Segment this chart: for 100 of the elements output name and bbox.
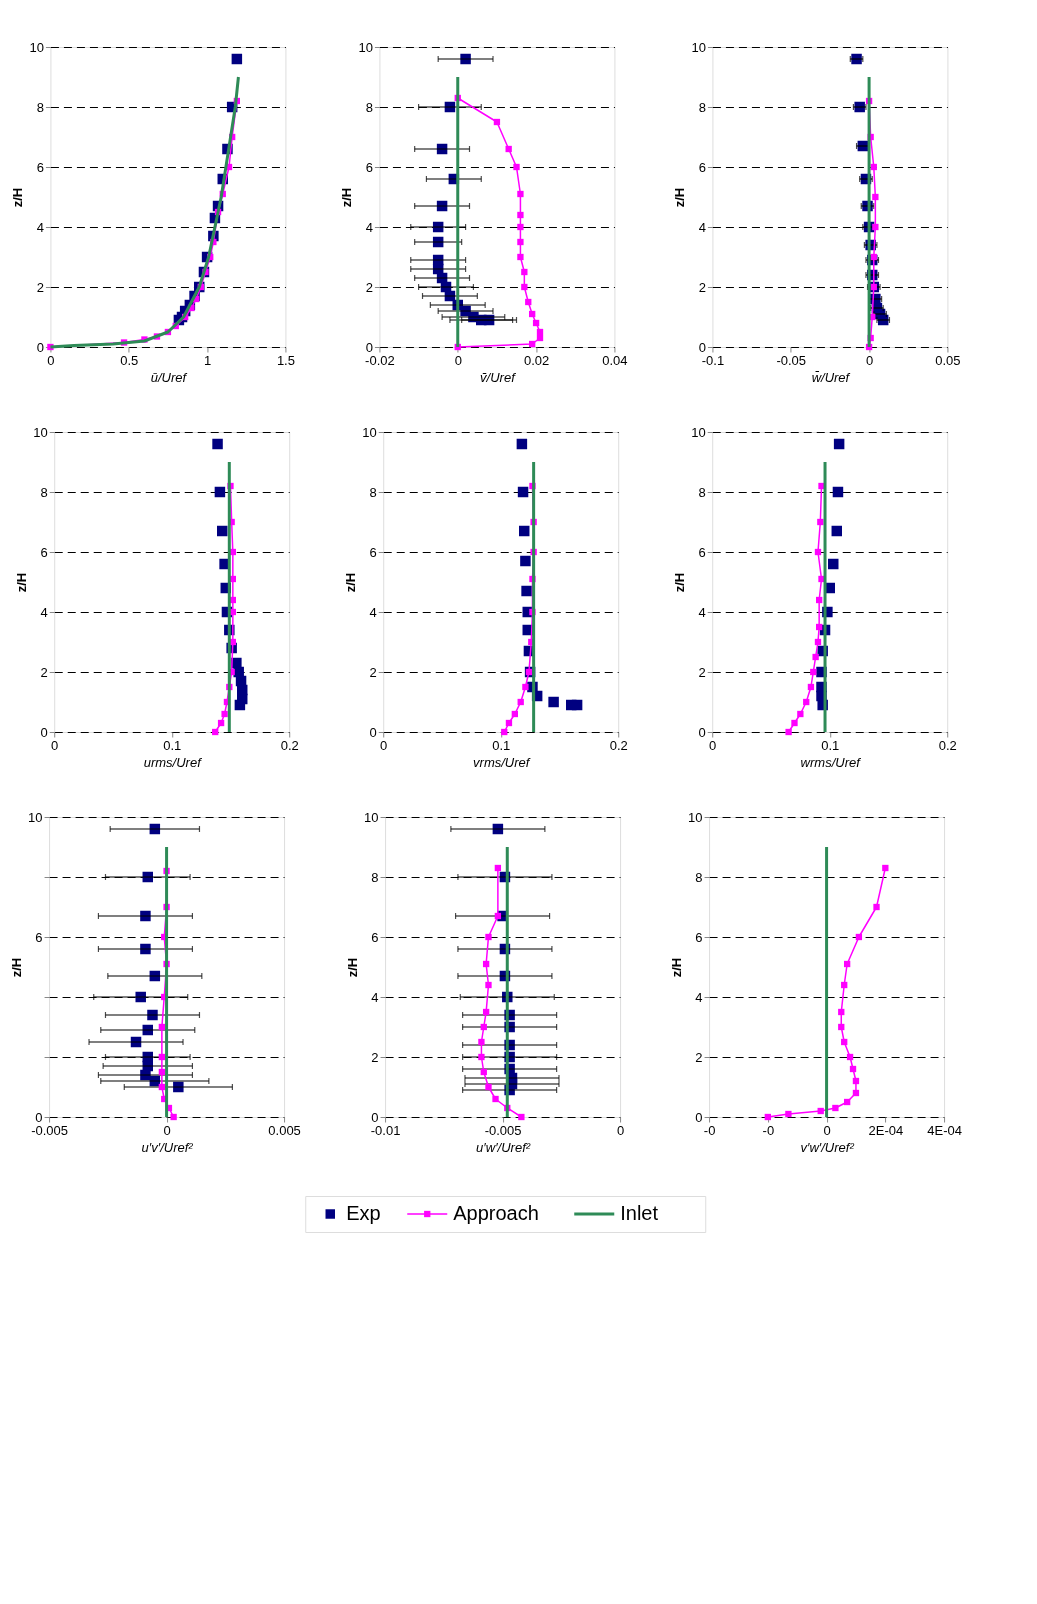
y-tick-label: 10: [364, 809, 379, 825]
y-tick-label: 2: [40, 664, 48, 680]
y-axis-title: z/H: [345, 957, 361, 978]
y-axis-title: z/H: [669, 957, 685, 978]
y-tick-label: 0: [369, 724, 377, 740]
y-tick-label: 6: [371, 929, 379, 945]
x-tick-label: 0: [51, 737, 59, 753]
x-tick-label: -0.05: [776, 352, 807, 368]
y-tick-label: 6: [40, 544, 48, 560]
x-tick-label: 0.2: [280, 737, 299, 753]
x-tick-label: 0: [865, 352, 874, 368]
x-tick-label: 0.1: [821, 737, 840, 753]
x-axis-title: vrms/Uref: [473, 754, 531, 770]
y-tick-label: 4: [365, 219, 373, 235]
x-tick-label: 0.1: [163, 737, 182, 753]
y-axis-title: z/H: [343, 572, 359, 593]
y-tick-label: 8: [365, 99, 373, 115]
y-tick-label: 4: [40, 604, 48, 620]
y-tick-label: 0: [40, 724, 48, 740]
y-tick-label: 6: [365, 159, 373, 175]
x-axis-title: v′w′/Uref²: [800, 1139, 855, 1155]
y-tick-label: 2: [36, 279, 44, 295]
y-axis-title: z/H: [14, 572, 30, 593]
y-tick-label: 0: [365, 339, 373, 355]
x-tick-label: 0.2: [938, 737, 957, 753]
x-tick-label: -0.005: [31, 1122, 69, 1138]
x-tick-label: 0.5: [120, 352, 139, 368]
x-tick-label: -0.01: [370, 1122, 401, 1138]
y-tick-label: 8: [698, 99, 706, 115]
y-tick-label: 6: [698, 159, 706, 175]
x-tick-label: -0: [762, 1122, 775, 1138]
y-axis-title: z/H: [9, 957, 25, 978]
x-tick-label: 0.1: [492, 737, 511, 753]
x-axis-title: u′v′/Uref²: [141, 1139, 194, 1155]
x-tick-label: -0.02: [365, 352, 395, 368]
y-tick-label: 2: [698, 279, 706, 295]
x-tick-label: 1: [203, 352, 212, 368]
y-tick-label: 4: [695, 989, 703, 1005]
y-axis-title: z/H: [672, 187, 688, 208]
y-tick-label: 4: [36, 219, 44, 235]
y-tick-label: 10: [33, 424, 48, 440]
y-axis-title: z/H: [672, 572, 688, 593]
y-tick-label: 4: [369, 604, 377, 620]
y-tick-label: 6: [36, 159, 44, 175]
x-tick-label: 0: [454, 352, 462, 368]
y-tick-label: 0: [371, 1109, 379, 1125]
y-axis-title: z/H: [10, 187, 26, 208]
y-tick-label: 10: [691, 424, 706, 440]
y-tick-label: 6: [369, 544, 377, 560]
y-tick-label: 8: [698, 484, 706, 500]
x-tick-label: 0: [616, 1122, 625, 1138]
x-tick-label: -0: [703, 1122, 716, 1138]
legend-label: Approach: [453, 1202, 539, 1224]
y-tick-label: 4: [698, 219, 706, 235]
legend-label: Inlet: [620, 1202, 659, 1224]
x-tick-label: 0: [823, 1122, 831, 1138]
x-tick-label: 2E-04: [868, 1122, 904, 1138]
y-tick-label: 2: [369, 664, 377, 680]
x-tick-label: 0.005: [268, 1122, 301, 1138]
y-tick-label: 0: [695, 1109, 703, 1125]
y-tick-label: 10: [29, 39, 44, 55]
y-tick-label: 8: [695, 869, 703, 885]
y-tick-label: 10: [28, 809, 43, 825]
y-tick-label: 10: [358, 39, 373, 55]
y-axis-title: z/H: [339, 187, 355, 208]
y-tick-label: 0: [698, 339, 706, 355]
y-tick-label: 6: [35, 929, 43, 945]
y-tick-label: 6: [695, 929, 703, 945]
y-tick-label: 2: [365, 279, 373, 295]
y-tick-label: 8: [36, 99, 44, 115]
y-tick-label: 0: [35, 1109, 43, 1125]
y-tick-label: 2: [695, 1049, 703, 1065]
y-tick-label: 10: [688, 809, 703, 825]
x-tick-label: 0: [709, 737, 717, 753]
x-tick-label: 1.5: [276, 352, 295, 368]
x-axis-title: wrms/Uref: [800, 754, 862, 770]
x-axis-title: ū/Uref: [150, 369, 188, 385]
x-tick-label: 0.02: [523, 352, 550, 368]
y-tick-label: 0: [698, 724, 706, 740]
x-tick-label: 0.2: [609, 737, 628, 753]
y-tick-label: 8: [369, 484, 377, 500]
y-tick-label: 4: [698, 604, 706, 620]
y-tick-label: 10: [362, 424, 377, 440]
x-axis-title: urms/Uref: [143, 754, 203, 770]
x-tick-label: -0.005: [484, 1122, 522, 1138]
y-tick-label: 8: [371, 869, 379, 885]
x-axis-title: w̄/Uref: [811, 369, 851, 385]
y-tick-label: 6: [698, 544, 706, 560]
y-tick-label: 10: [691, 39, 706, 55]
x-tick-label: -0.1: [701, 352, 725, 368]
legend-label: Exp: [346, 1202, 381, 1224]
x-tick-label: 0: [163, 1122, 171, 1138]
x-axis-title: u′w′/Uref²: [476, 1139, 531, 1155]
y-tick-label: 2: [698, 664, 706, 680]
x-tick-label: 0.05: [935, 352, 961, 368]
x-tick-label: 0.04: [602, 352, 628, 368]
x-axis-title: v̄/Uref: [480, 369, 517, 385]
x-tick-label: 4E-04: [927, 1122, 962, 1138]
y-tick-label: 0: [36, 339, 44, 355]
y-tick-label: 2: [371, 1049, 379, 1065]
